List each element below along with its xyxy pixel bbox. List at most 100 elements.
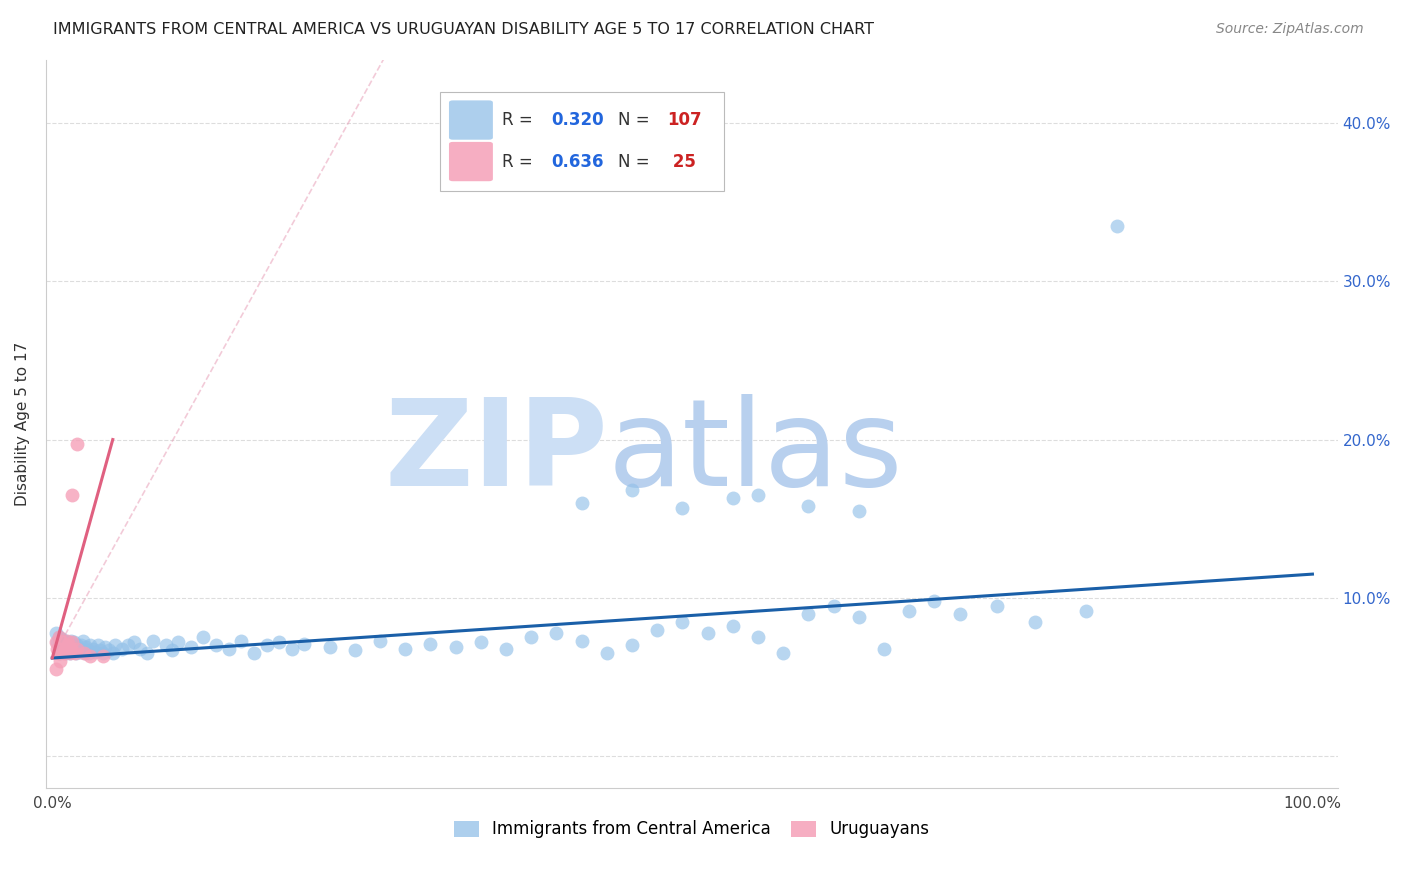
Point <box>117 638 139 652</box>
Point <box>110 641 132 656</box>
Point <box>205 638 228 652</box>
Point <box>70 638 93 652</box>
Point <box>280 641 302 656</box>
Point <box>66 437 89 451</box>
Point <box>56 641 79 656</box>
Point <box>49 641 72 656</box>
Point <box>77 646 100 660</box>
Point <box>721 619 744 633</box>
Point <box>53 643 76 657</box>
Point <box>56 633 79 648</box>
Point <box>671 500 693 515</box>
Point <box>924 594 946 608</box>
Point <box>571 496 593 510</box>
Point <box>67 641 90 656</box>
Point <box>84 645 107 659</box>
Point <box>69 645 91 659</box>
Point <box>129 641 152 656</box>
Point <box>368 633 391 648</box>
Point <box>49 641 72 656</box>
Point <box>318 640 340 654</box>
Point <box>218 641 240 656</box>
Point <box>65 646 87 660</box>
Point <box>620 638 643 652</box>
Point <box>671 615 693 629</box>
Point <box>142 633 165 648</box>
Point <box>49 638 72 652</box>
Point <box>49 654 72 668</box>
Point <box>986 599 1008 613</box>
Point <box>394 641 416 656</box>
Point <box>49 635 72 649</box>
Point <box>53 638 76 652</box>
Point <box>747 631 769 645</box>
Point <box>82 641 104 656</box>
Point <box>60 641 83 656</box>
Point <box>620 483 643 498</box>
Point <box>848 504 870 518</box>
Point <box>94 640 117 654</box>
Point <box>898 603 921 617</box>
Text: atlas: atlas <box>607 394 904 511</box>
Point <box>873 641 896 656</box>
Point <box>495 641 517 656</box>
Legend: Immigrants from Central America, Uruguayans: Immigrants from Central America, Uruguay… <box>447 814 936 845</box>
Point <box>596 646 619 660</box>
Point <box>696 625 718 640</box>
Point <box>193 631 215 645</box>
Text: Source: ZipAtlas.com: Source: ZipAtlas.com <box>1216 22 1364 37</box>
Point <box>73 646 96 660</box>
Point <box>59 646 82 660</box>
Point <box>520 631 543 645</box>
Text: ZIP: ZIP <box>384 394 607 511</box>
Point <box>772 646 794 660</box>
Point <box>645 623 668 637</box>
Point <box>63 646 86 660</box>
Point <box>122 635 145 649</box>
Point <box>79 638 101 652</box>
Point <box>48 641 70 656</box>
Point <box>91 646 114 660</box>
Point <box>571 633 593 648</box>
Point <box>343 643 366 657</box>
Point <box>62 488 84 502</box>
Point <box>1024 615 1046 629</box>
Point <box>86 638 108 652</box>
Point <box>46 641 69 656</box>
Point <box>79 649 101 664</box>
Point <box>55 646 77 660</box>
Point <box>51 645 73 659</box>
Point <box>51 632 73 646</box>
FancyBboxPatch shape <box>449 101 494 140</box>
Point <box>269 635 291 649</box>
Point <box>66 641 89 656</box>
Point <box>101 646 124 660</box>
Point <box>76 643 98 657</box>
Point <box>89 643 111 657</box>
Text: 107: 107 <box>668 111 702 129</box>
Point <box>747 488 769 502</box>
Point <box>72 633 94 648</box>
Point <box>59 646 82 660</box>
Point <box>46 635 69 649</box>
Point <box>48 646 70 660</box>
Point <box>91 649 114 664</box>
Point <box>58 640 80 654</box>
Point <box>73 646 96 660</box>
Point <box>45 662 67 676</box>
Point <box>470 635 492 649</box>
Point <box>797 499 820 513</box>
Point <box>45 625 67 640</box>
Point <box>48 631 70 645</box>
Point <box>52 640 75 654</box>
Point <box>63 643 86 657</box>
Point <box>60 633 83 648</box>
Point <box>104 638 127 652</box>
Point <box>66 638 89 652</box>
Point <box>59 637 82 651</box>
Point <box>180 640 202 654</box>
Point <box>51 635 73 649</box>
Point <box>55 638 77 652</box>
Point <box>243 646 266 660</box>
Point <box>256 638 278 652</box>
